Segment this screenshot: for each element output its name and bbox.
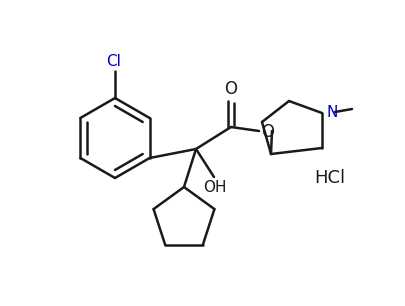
Text: Cl: Cl bbox=[107, 54, 121, 69]
Text: HCl: HCl bbox=[314, 169, 345, 187]
Text: N: N bbox=[326, 105, 337, 120]
Text: O: O bbox=[261, 123, 274, 141]
Text: O: O bbox=[224, 80, 237, 98]
Text: OH: OH bbox=[203, 180, 227, 195]
